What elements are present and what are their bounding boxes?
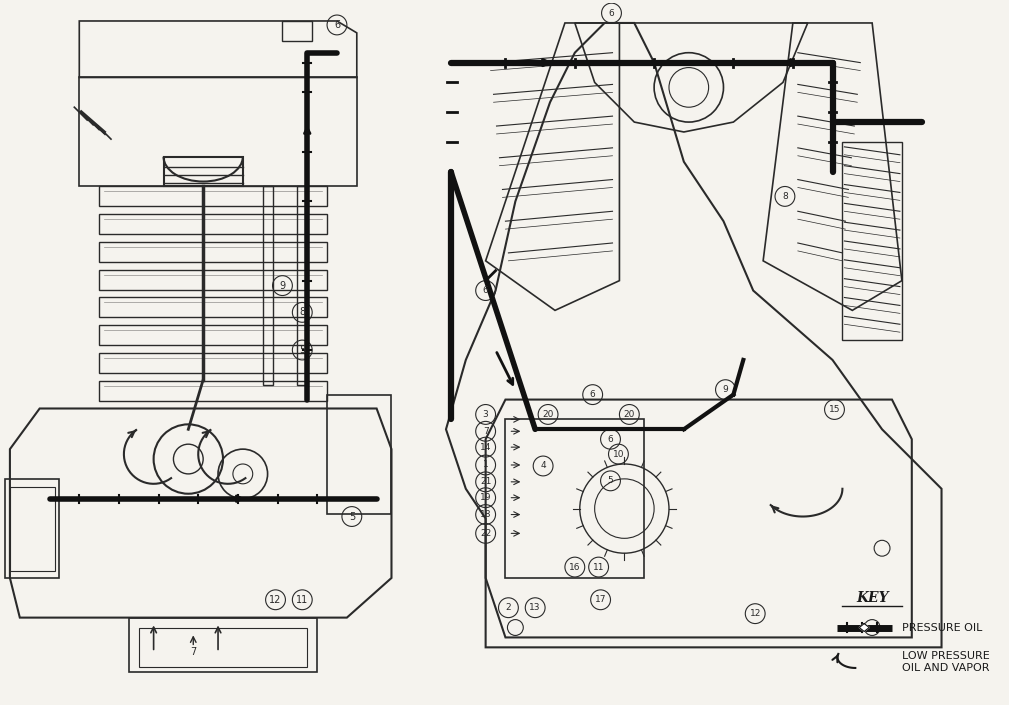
Text: 6: 6 [482, 286, 488, 295]
Text: KEY: KEY [856, 591, 888, 605]
Text: 9: 9 [722, 385, 728, 394]
Text: 9: 9 [279, 281, 286, 290]
Text: 4: 4 [540, 462, 546, 470]
Text: 8: 8 [782, 192, 788, 201]
Bar [283, 21, 312, 41]
Bar [5, 479, 60, 578]
Text: 8: 8 [300, 307, 306, 317]
Bar [298, 187, 307, 385]
Text: 6: 6 [590, 390, 595, 399]
Bar [262, 187, 272, 385]
Text: 18: 18 [480, 510, 491, 519]
Bar [139, 627, 307, 667]
Text: PRESSURE OIL: PRESSURE OIL [902, 623, 982, 632]
Text: 7: 7 [482, 427, 488, 436]
Text: 1: 1 [482, 460, 488, 470]
Text: 11: 11 [297, 595, 309, 605]
Text: 6: 6 [608, 8, 614, 18]
Text: 13: 13 [530, 603, 541, 612]
Text: 2: 2 [506, 603, 512, 612]
Text: 11: 11 [593, 563, 604, 572]
Bar [327, 395, 391, 513]
Text: 12: 12 [750, 609, 761, 618]
Bar [10, 486, 54, 571]
Text: 12: 12 [269, 595, 282, 605]
Text: 6: 6 [334, 20, 340, 30]
Bar [163, 157, 243, 187]
Text: 16: 16 [569, 563, 580, 572]
Text: 19: 19 [480, 493, 491, 502]
Text: 14: 14 [480, 443, 491, 452]
Bar [129, 618, 317, 672]
Bar [843, 142, 902, 340]
Text: 21: 21 [480, 477, 491, 486]
Text: 7: 7 [190, 647, 197, 657]
Text: LOW PRESSURE
OIL AND VAPOR: LOW PRESSURE OIL AND VAPOR [902, 651, 990, 673]
Text: 22: 22 [480, 529, 491, 538]
Text: 5: 5 [299, 345, 306, 355]
Polygon shape [860, 623, 869, 632]
Text: 20: 20 [543, 410, 554, 419]
Text: 10: 10 [612, 450, 625, 458]
Text: 17: 17 [595, 595, 606, 604]
Bar [506, 419, 644, 578]
Text: 6: 6 [607, 435, 613, 443]
Text: 5: 5 [607, 477, 613, 485]
Text: 5: 5 [349, 512, 355, 522]
Text: 20: 20 [624, 410, 635, 419]
Text: 3: 3 [482, 410, 488, 419]
Text: 15: 15 [828, 405, 840, 414]
